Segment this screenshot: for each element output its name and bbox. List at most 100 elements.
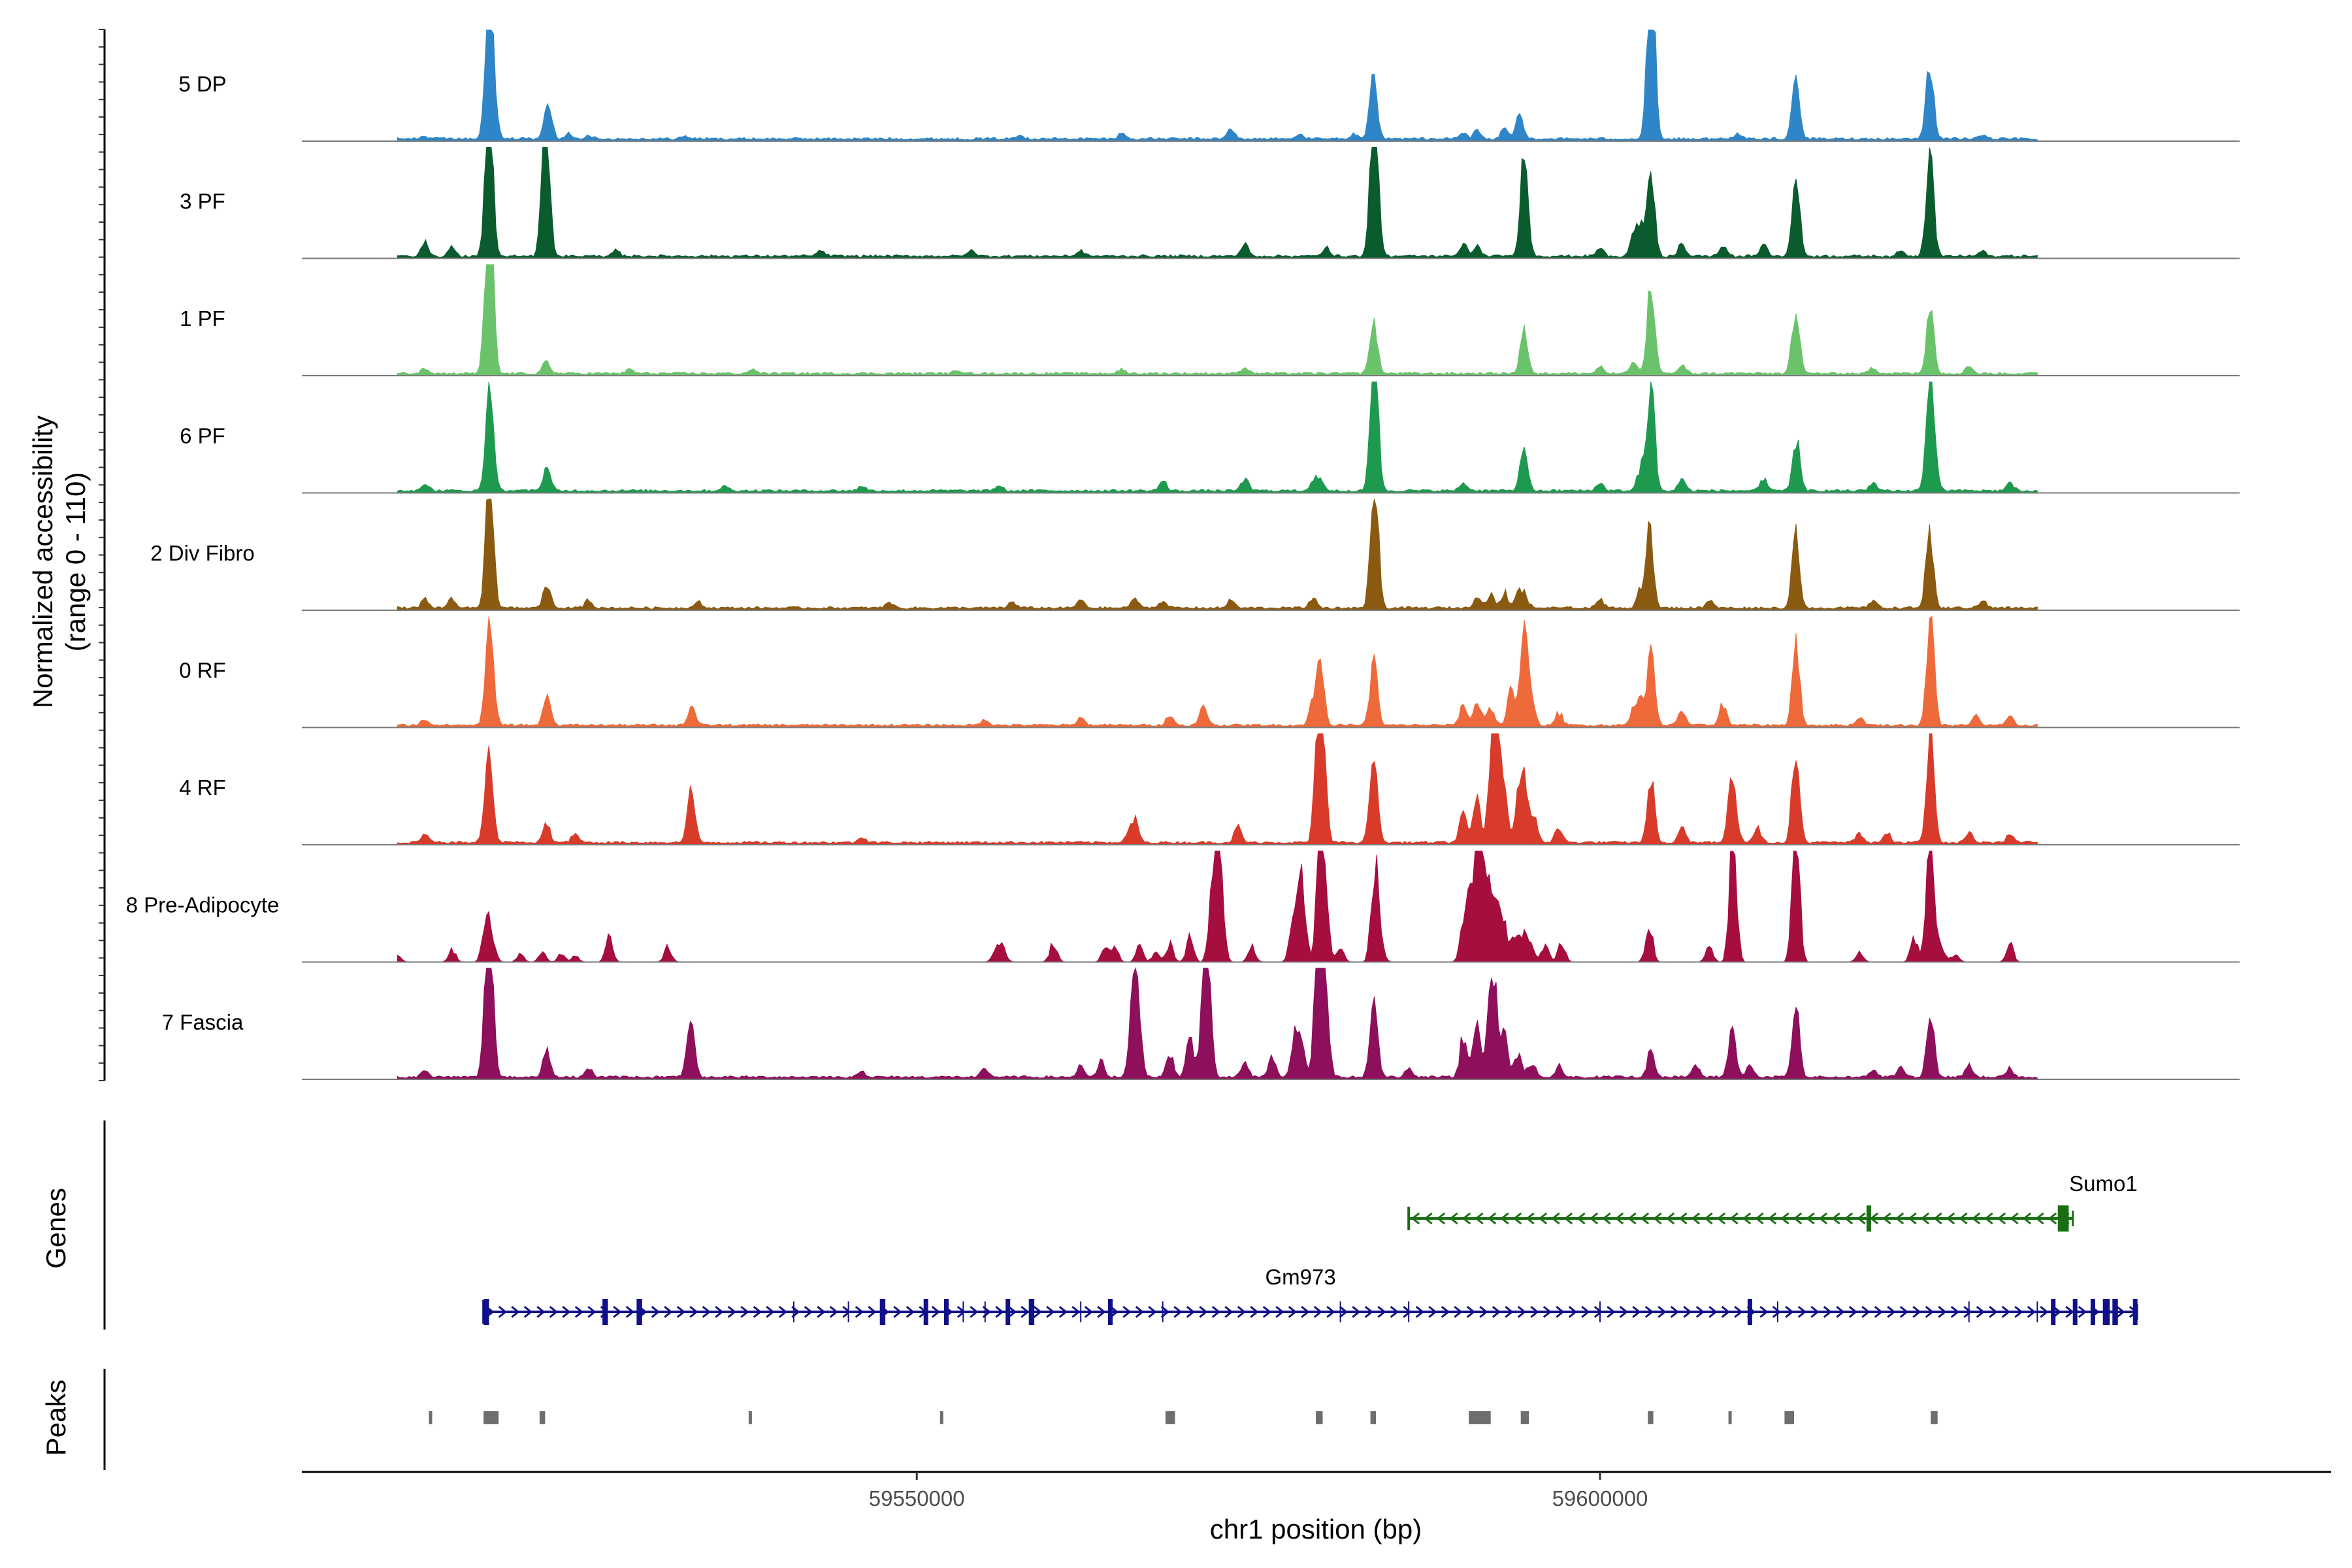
track-label: 1 PF [180,306,225,331]
coverage-area [397,264,2038,376]
strand-chevron [1122,1305,1132,1318]
strand-chevron [1538,1212,1548,1225]
strand-chevron [574,1305,584,1318]
strand-chevron [1887,1305,1896,1318]
strand-chevron [1767,1212,1777,1225]
strand-chevron [1861,1305,1870,1318]
strand-chevron [1462,1212,1471,1225]
gene-name: Gm973 [1265,1265,1335,1289]
track-4: 2 Div Fibro [150,498,2240,611]
track-6: 4 RF [179,733,2240,845]
track-label: 0 RF [179,659,226,683]
strand-chevron [1526,1212,1535,1225]
strand-chevron [536,1305,546,1318]
peak-region [1370,1411,1376,1424]
coverage-area [397,850,2038,963]
strand-chevron [1984,1212,1993,1225]
strand-chevron [1644,1305,1654,1318]
strand-chevron [1933,1212,1942,1225]
strand-chevron [1665,1212,1675,1225]
track-label: 6 PF [180,424,225,448]
strand-chevron [1364,1305,1374,1318]
strand-chevron [1415,1305,1425,1318]
strand-chevron [1505,1305,1514,1318]
track-label: 5 DP [178,72,226,96]
x-axis-title: chr1 position (bp) [1210,1514,1422,1544]
track-label: 3 PF [180,189,225,214]
strand-chevron [1640,1212,1650,1225]
strand-chevron [1084,1305,1094,1318]
peak-region [1728,1411,1732,1424]
strand-chevron [613,1305,622,1318]
strand-chevron [2014,1305,2023,1318]
strand-chevron [1619,1305,1629,1318]
strand-chevron [1046,1305,1055,1318]
gene-exon [1005,1299,1011,1325]
gene-exon [602,1299,608,1325]
strand-chevron [1543,1305,1552,1318]
track-label: 7 Fascia [162,1010,244,1034]
strand-chevron [1632,1305,1641,1318]
strand-chevron [1818,1212,1828,1225]
gene-exon [483,1299,489,1325]
peak-region [539,1411,546,1424]
track-3: 6 PF [180,382,2240,494]
strand-chevron [1339,1305,1348,1318]
strand-chevron [1716,1212,1726,1225]
strand-chevron [2040,1305,2049,1318]
track-label: 4 RF [179,776,226,800]
track-2: 1 PF [180,264,2240,376]
strand-chevron [1695,1305,1705,1318]
strand-chevron [1759,1305,1769,1318]
strand-chevron [715,1305,724,1318]
strand-chevron [1313,1305,1323,1318]
coverage-area [397,29,2038,142]
gene-exon [2072,1299,2078,1325]
strand-chevron [562,1305,571,1318]
strand-chevron [1135,1305,1145,1318]
strand-chevron [1475,1212,1484,1225]
strand-chevron [1836,1305,1845,1318]
gene-exon [2102,1299,2110,1325]
strand-chevron [970,1305,979,1318]
strand-chevron [931,1305,941,1318]
x-tick-label: 59600000 [1552,1486,1648,1511]
strand-chevron [2048,1212,2057,1225]
peak-region [1784,1411,1794,1424]
gene-sumo1: Sumo1 [1407,1171,2138,1232]
strand-chevron [1938,1305,1947,1318]
gene-exon [636,1299,642,1325]
strand-chevron [1390,1305,1399,1318]
strand-chevron [1262,1305,1272,1318]
strand-chevron [498,1305,508,1318]
strand-chevron [1895,1212,1904,1225]
genes-panel: Sumo1 Gm973 [103,1120,2138,1330]
strand-chevron [2001,1305,2011,1318]
strand-chevron [817,1305,826,1318]
gene-exon [879,1299,886,1325]
strand-chevron [1785,1305,1794,1318]
strand-chevron [1691,1212,1701,1225]
strand-chevron [1607,1305,1616,1318]
strand-chevron [1708,1305,1718,1318]
strand-chevron [868,1305,877,1318]
strand-chevron [1512,1212,1522,1225]
coverage-area [397,147,2038,259]
strand-chevron [1237,1305,1247,1318]
peak-region [1469,1411,1491,1424]
gene-exon [923,1299,928,1325]
strand-chevron [1831,1212,1840,1225]
strand-chevron [2027,1305,2036,1318]
peaks-panel-label: Peaks [41,1380,71,1456]
track-label: 8 Pre-Adipocyte [126,893,280,917]
strand-chevron [1946,1212,1955,1225]
strand-chevron [727,1305,737,1318]
track-1: 3 PF [180,147,2240,259]
strand-chevron [1275,1305,1284,1318]
strand-chevron [1466,1305,1476,1318]
strand-chevron [1581,1305,1590,1318]
strand-chevron [1670,1305,1680,1318]
strand-chevron [1908,1212,1917,1225]
coverage-panel: 5 DP 3 PF 1 PF 6 PF 2 Div Fibro 0 RF 4 RF 8 Pre… [99,29,2240,1081]
